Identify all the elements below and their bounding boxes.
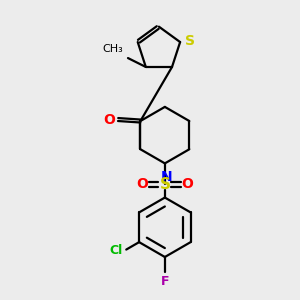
Text: N: N [160,170,172,184]
Text: O: O [181,177,193,191]
Text: S: S [185,34,196,48]
Text: O: O [136,177,148,191]
Text: O: O [103,112,115,127]
Text: S: S [160,177,171,192]
Text: CH₃: CH₃ [102,44,123,55]
Text: Cl: Cl [109,244,122,257]
Text: F: F [160,275,169,288]
